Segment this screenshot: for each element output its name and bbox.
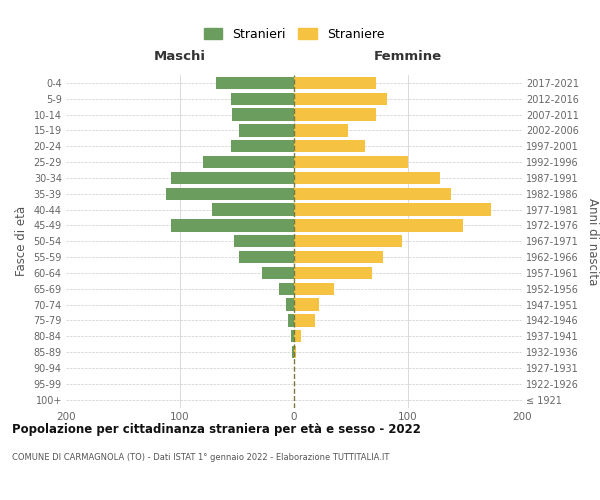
Bar [294, 140, 365, 152]
Bar [294, 298, 319, 311]
Bar [294, 92, 388, 105]
Bar [294, 346, 296, 358]
Text: Popolazione per cittadinanza straniera per età e sesso - 2022: Popolazione per cittadinanza straniera p… [12, 422, 421, 436]
Bar [232, 92, 294, 105]
Bar [286, 298, 294, 311]
Legend: Stranieri, Straniere: Stranieri, Straniere [199, 23, 389, 46]
Bar [171, 219, 294, 232]
Bar [279, 282, 294, 295]
Bar [294, 188, 451, 200]
Bar [292, 346, 294, 358]
Bar [294, 76, 376, 89]
Text: COMUNE DI CARMAGNOLA (TO) - Dati ISTAT 1° gennaio 2022 - Elaborazione TUTTITALIA: COMUNE DI CARMAGNOLA (TO) - Dati ISTAT 1… [12, 452, 389, 462]
Bar [294, 266, 371, 279]
Bar [289, 314, 294, 326]
Bar [294, 156, 408, 168]
Y-axis label: Fasce di età: Fasce di età [15, 206, 28, 276]
Bar [294, 251, 383, 264]
Bar [203, 156, 294, 168]
Bar [294, 235, 403, 248]
Bar [294, 219, 463, 232]
Y-axis label: Anni di nascita: Anni di nascita [586, 198, 599, 285]
Bar [171, 172, 294, 184]
Bar [294, 204, 491, 216]
Bar [294, 108, 376, 121]
Bar [239, 124, 294, 136]
Bar [294, 282, 334, 295]
Bar [294, 124, 347, 136]
Bar [294, 330, 301, 342]
Bar [239, 251, 294, 264]
Text: Maschi: Maschi [154, 50, 206, 62]
Bar [166, 188, 294, 200]
Bar [290, 330, 294, 342]
Bar [294, 314, 314, 326]
Bar [262, 266, 294, 279]
Text: Femmine: Femmine [374, 50, 442, 62]
Bar [212, 204, 294, 216]
Bar [294, 172, 440, 184]
Bar [233, 235, 294, 248]
Bar [232, 140, 294, 152]
Bar [232, 108, 294, 121]
Bar [217, 76, 294, 89]
